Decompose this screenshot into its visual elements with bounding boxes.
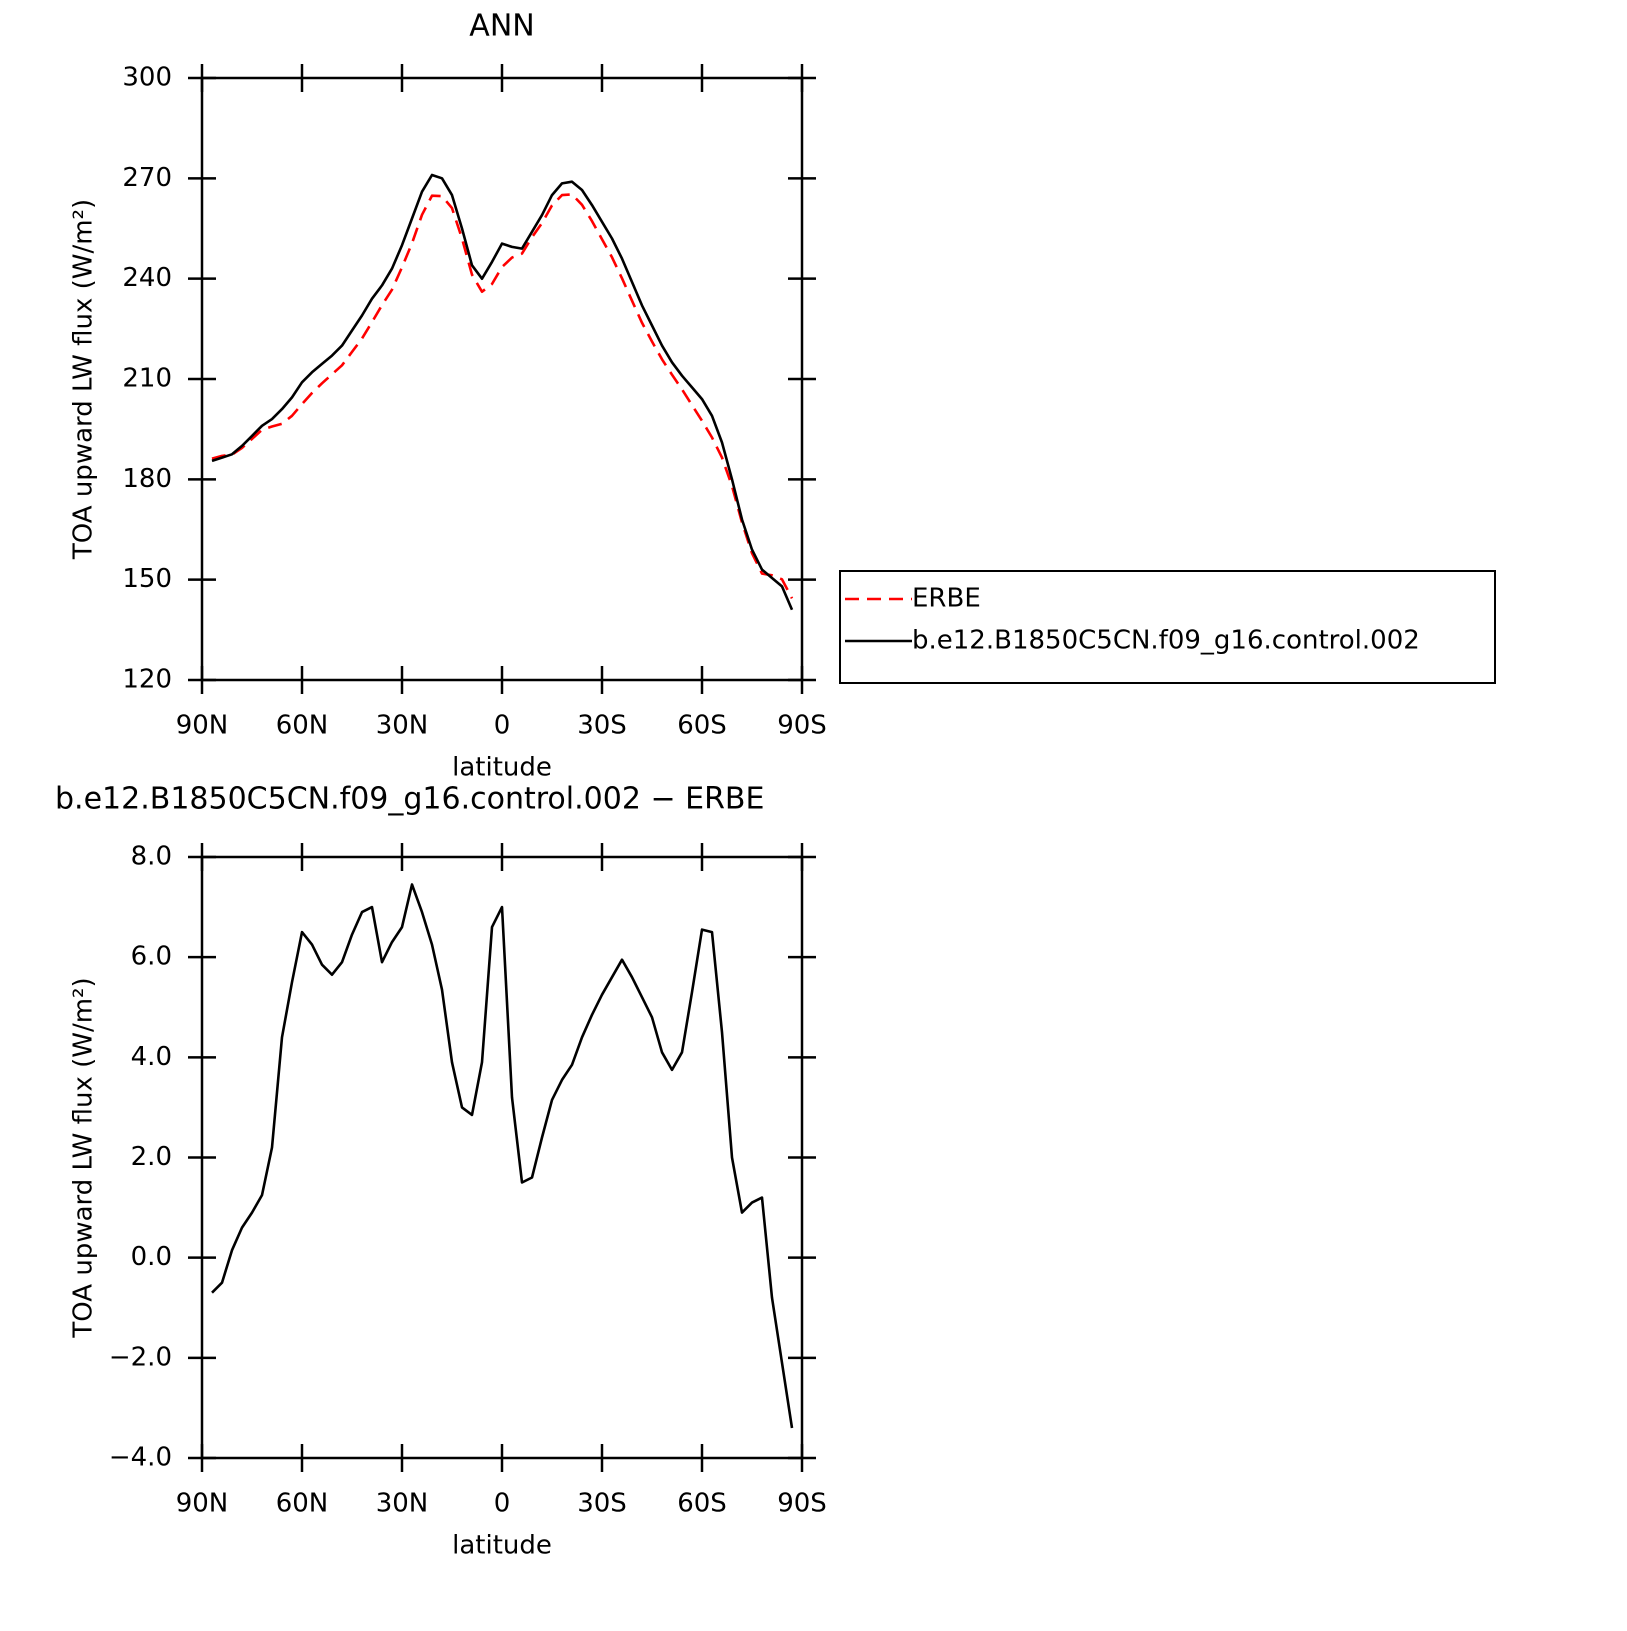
x-axis-label: latitude (452, 753, 552, 783)
chart-title: b.e12.B1850C5CN.f09_g16.control.002 − ER… (55, 782, 764, 817)
plot-frame (200, 76, 804, 682)
y-axis-label: TOA upward LW flux (W/m²) (69, 977, 99, 1338)
x-tick-label: 60S (677, 1489, 727, 1519)
x-tick-label: 30S (577, 711, 627, 741)
y-axis-label: TOA upward LW flux (W/m²) (69, 199, 99, 560)
legend-label: b.e12.B1850C5CN.f09_g16.control.002 (912, 626, 1420, 656)
difference-line (211, 883, 794, 1429)
y-tick-label: 6.0 (131, 942, 172, 972)
y-tick-label: 2.0 (131, 1142, 172, 1172)
x-tick-label: 60S (677, 711, 727, 741)
series-line (211, 193, 794, 600)
legend-box (839, 570, 1496, 684)
y-tick-label: −2.0 (109, 1342, 172, 1372)
x-tick-label: 60N (276, 711, 329, 741)
x-tick-label: 0 (494, 711, 511, 741)
y-tick-label: 150 (122, 564, 172, 594)
y-tick-label: 0.0 (131, 1242, 172, 1272)
y-tick-label: 240 (122, 263, 172, 293)
x-tick-label: 90N (176, 711, 229, 741)
plot-frame (200, 855, 804, 1460)
x-tick-label: 60N (276, 1489, 329, 1519)
x-tick-label: 90N (176, 1489, 229, 1519)
y-tick-label: 8.0 (131, 842, 172, 872)
y-tick-label: 4.0 (131, 1042, 172, 1072)
y-tick-label: 210 (122, 364, 172, 394)
y-tick-label: 270 (122, 163, 172, 193)
series-line (211, 173, 794, 611)
chart-title: ANN (469, 9, 534, 44)
x-tick-label: 90S (777, 1489, 827, 1519)
x-axis-label: latitude (452, 1531, 552, 1561)
y-tick-label: 120 (122, 665, 172, 695)
x-tick-label: 0 (494, 1489, 511, 1519)
x-tick-label: 90S (777, 711, 827, 741)
x-tick-label: 30S (577, 1489, 627, 1519)
x-tick-label: 30N (376, 1489, 429, 1519)
legend-label: ERBE (912, 584, 981, 614)
x-tick-label: 30N (376, 711, 429, 741)
y-tick-label: −4.0 (109, 1443, 172, 1473)
y-tick-label: 300 (122, 63, 172, 93)
y-tick-label: 180 (122, 464, 172, 494)
